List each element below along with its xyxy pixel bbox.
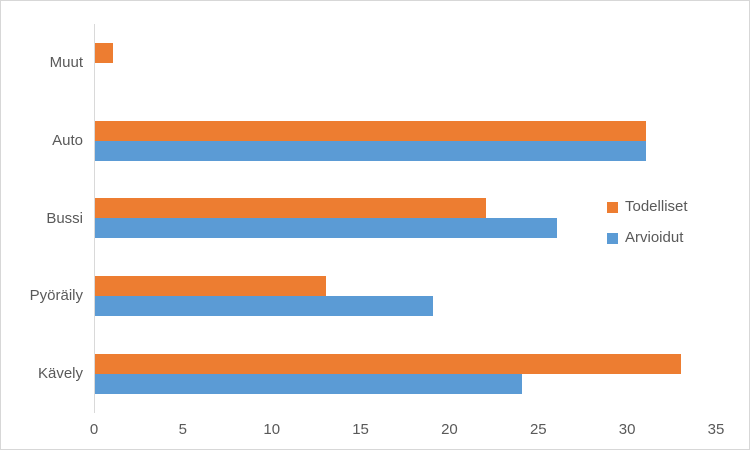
legend-item-arvioidut: Arvioidut <box>607 229 688 247</box>
bar-arvioidut-pyoraily <box>95 296 433 317</box>
x-tick-label: 35 <box>707 421 725 438</box>
bar-arvioidut-auto <box>95 140 646 161</box>
category-band <box>95 24 717 102</box>
category-label: Bussi <box>46 209 83 227</box>
bar-todelliset-muut <box>95 42 113 63</box>
x-tick-label: 15 <box>352 421 369 438</box>
plot-area <box>94 24 717 413</box>
category-band <box>95 335 717 413</box>
bar-todelliset-kavely <box>95 354 682 375</box>
x-tick-label: 0 <box>89 421 99 438</box>
x-tick-label: 25 <box>529 421 547 438</box>
x-tick-label: 20 <box>441 421 458 438</box>
category-label: Muut <box>49 53 83 71</box>
bar-todelliset-auto <box>95 120 646 141</box>
legend-item-todelliset: Todelliset <box>607 198 688 216</box>
category-label: Pyöräily <box>29 287 83 305</box>
legend-label: Todelliset <box>625 198 688 215</box>
category-band <box>95 102 717 180</box>
bar-arvioidut-bussi <box>95 218 558 239</box>
bar-todelliset-pyoraily <box>95 276 327 297</box>
value-axis: 0 5 10 15 20 25 30 35 <box>1 421 749 445</box>
bar-todelliset-bussi <box>95 198 486 219</box>
legend-label: Arvioidut <box>625 229 684 246</box>
category-axis: Muut Auto Bussi Pyöräily Kävely <box>1 24 83 413</box>
legend-swatch-icon <box>607 201 618 213</box>
x-tick-label: 30 <box>618 421 636 438</box>
legend: Todelliset Arvioidut <box>607 198 688 247</box>
category-label: Kävely <box>37 365 83 383</box>
x-tick-label: 10 <box>263 421 281 438</box>
legend-swatch-icon <box>607 232 618 244</box>
category-label: Auto <box>52 131 83 149</box>
bar-arvioidut-kavely <box>95 374 522 395</box>
category-band <box>95 257 717 335</box>
category-band <box>95 180 717 258</box>
x-tick-label: 5 <box>178 421 188 438</box>
